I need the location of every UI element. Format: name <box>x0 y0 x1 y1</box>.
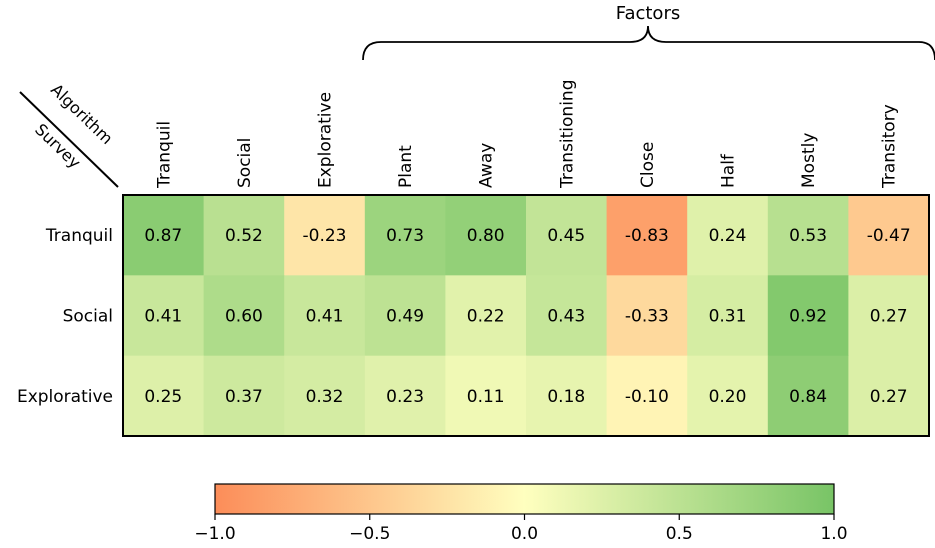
cell-value-label: 0.45 <box>547 226 585 246</box>
heatmap-cell <box>203 275 285 357</box>
column-label: Tranquil <box>154 121 174 189</box>
cell-value-label: 0.87 <box>144 226 182 246</box>
cell-value-label: -0.83 <box>625 226 669 246</box>
cell-value-label: 0.27 <box>870 307 908 327</box>
factors-title: Factors <box>616 3 680 24</box>
colorbar-gradient <box>214 483 835 515</box>
heatmap-cell <box>123 275 205 357</box>
heatmap-cell <box>445 195 527 276</box>
heatmap-cell <box>526 195 608 276</box>
heatmap-cell <box>284 195 366 276</box>
heatmap-cell <box>445 355 527 437</box>
row-label: Social <box>63 307 113 327</box>
cell-value-label: 0.32 <box>306 387 344 407</box>
cell-value-label: -0.23 <box>303 226 347 246</box>
cell-value-label: 0.60 <box>225 307 263 327</box>
cell-value-label: 0.73 <box>386 226 424 246</box>
cell-value-label: 0.20 <box>709 387 747 407</box>
cell-value-label: 0.25 <box>144 387 182 407</box>
heatmap-cell <box>767 275 849 357</box>
cell-value-label: 0.41 <box>144 307 182 327</box>
cell-value-label: 0.27 <box>870 387 908 407</box>
colorbar-tick-label: −0.5 <box>349 524 390 544</box>
row-labels: Tranquil Social Explorative <box>17 226 113 407</box>
heatmap-cell <box>123 195 205 276</box>
colorbar-ticks: −1.0 −0.5 0.0 0.5 1.0 <box>194 514 848 544</box>
cell-value-label: 0.24 <box>709 226 747 246</box>
column-label: Social <box>235 138 255 188</box>
cell-value-label: -0.33 <box>625 307 669 327</box>
heatmap-cell <box>848 355 930 437</box>
cell-value-label: 0.41 <box>306 307 344 327</box>
cell-value-label: 0.92 <box>789 307 827 327</box>
colorbar-tick-label: 1.0 <box>820 524 847 544</box>
heatmap-cell <box>848 275 930 357</box>
corner-diagonal <box>19 91 119 188</box>
cell-value-label: 0.31 <box>709 307 747 327</box>
heatmap-cell <box>606 275 688 357</box>
heatmap-cell <box>284 275 366 357</box>
column-label: Plant <box>396 145 416 188</box>
heatmap-cell <box>445 275 527 357</box>
cell-value-label: 0.80 <box>467 226 505 246</box>
heatmap-cell <box>848 195 930 276</box>
row-label: Explorative <box>17 387 113 407</box>
cell-value-label: 0.22 <box>467 307 505 327</box>
heatmap-cell <box>687 275 769 357</box>
heatmap-cell <box>606 355 688 437</box>
colorbar-tick-label: 0.5 <box>666 524 693 544</box>
cell-value-label: 0.49 <box>386 307 424 327</box>
cell-value-label: 0.84 <box>789 387 827 407</box>
column-label: Close <box>638 142 658 188</box>
colorbar-tick-label: 0.0 <box>511 524 538 544</box>
cell-value-label: 0.53 <box>789 226 827 246</box>
column-label: Transitory <box>880 104 900 189</box>
heatmap-cell <box>364 355 446 437</box>
heatmap-cell <box>364 275 446 357</box>
cell-value-label: 0.37 <box>225 387 263 407</box>
heatmap-cell <box>687 195 769 276</box>
column-label: Half <box>719 153 739 188</box>
heatmap-cell <box>526 355 608 437</box>
cell-value-label: 0.52 <box>225 226 263 246</box>
colorbar-tick-label: −1.0 <box>194 524 235 544</box>
heatmap-cell <box>123 355 205 437</box>
cell-value-label: -0.10 <box>625 387 669 407</box>
column-labels: Tranquil Social Explorative Plant Away Transi… <box>154 80 899 190</box>
heatmap-cell <box>606 195 688 276</box>
heatmap-cell <box>687 355 769 437</box>
heatmap-cells: 0.87 0.52 -0.23 0.73 0.80 0.45 -0.83 0.24 0.53 -0… <box>123 195 930 437</box>
cell-value-label: 0.43 <box>547 307 585 327</box>
cell-value-label: 0.23 <box>386 387 424 407</box>
cell-value-label: 0.11 <box>467 387 505 407</box>
heatmap-cell <box>526 275 608 357</box>
cell-value-label: 0.18 <box>547 387 585 407</box>
column-label: Explorative <box>316 92 336 188</box>
column-label: Mostly <box>799 133 819 188</box>
heatmap-cell <box>203 195 285 276</box>
heatmap-cell <box>767 195 849 276</box>
cell-value-label: -0.47 <box>867 226 911 246</box>
factors-bracket <box>362 25 935 61</box>
row-label: Tranquil <box>45 226 113 246</box>
heatmap-frame <box>122 194 930 437</box>
column-label: Away <box>477 143 497 188</box>
column-label: Transitioning <box>557 80 577 190</box>
heatmap-cell <box>203 355 285 437</box>
heatmap-cell <box>364 195 446 276</box>
heatmap-cell <box>767 355 849 437</box>
heatmap-cell <box>284 355 366 437</box>
